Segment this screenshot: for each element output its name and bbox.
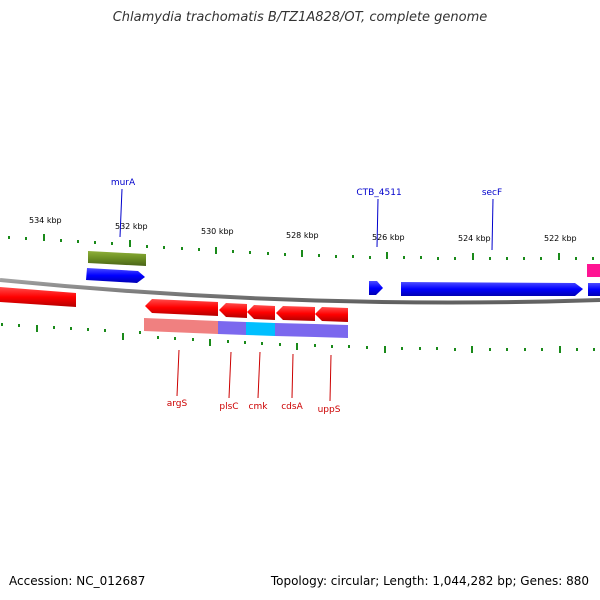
outer-tick-ring [8, 234, 594, 260]
purple-band-uppS[interactable] [315, 324, 348, 338]
label-cdsA[interactable]: cdsA [281, 402, 303, 412]
label-uppS[interactable]: uppS [318, 405, 341, 415]
label-secF[interactable]: secF [482, 188, 502, 198]
blue-feature-right[interactable] [588, 283, 600, 296]
leader-CTB_4511 [376, 198, 379, 248]
scale-label-522: 522 kbp [544, 234, 577, 243]
genome-backbone [0, 278, 600, 305]
magenta-feature[interactable] [587, 264, 600, 277]
gene-cmk-arrow[interactable] [247, 305, 275, 320]
label-cmk[interactable]: cmk [249, 402, 269, 412]
scale-label-526: 526 kbp [372, 233, 405, 242]
leader-cmk [257, 351, 261, 399]
cyan-band-cmk[interactable] [246, 322, 275, 336]
red-feature-left[interactable] [0, 287, 76, 307]
leader-secF [491, 198, 494, 251]
scale-label-534: 534 kbp [29, 216, 62, 225]
leader-plsC [228, 351, 232, 399]
purple-band-cdsA[interactable] [275, 323, 315, 337]
gene-cdsA-arrow[interactable] [276, 306, 315, 321]
leader-uppS [329, 354, 332, 402]
scale-label-524: 524 kbp [458, 234, 491, 243]
genome-title: Chlamydia trachomatis B/TZ1A828/OT, comp… [112, 10, 488, 25]
pink-band[interactable] [144, 318, 218, 334]
scale-label-532: 532 kbp [115, 222, 148, 231]
olive-feature[interactable] [88, 251, 146, 266]
label-murA[interactable]: murA [111, 178, 136, 188]
label-CTB_4511[interactable]: CTB_4511 [356, 188, 401, 198]
inner-tick-ring [1, 323, 595, 353]
genome-summary-text: Topology: circular; Length: 1,044,282 bp… [270, 574, 589, 588]
leader-cdsA [291, 353, 294, 399]
gene-plsC-arrow[interactable] [219, 303, 247, 318]
gene-uppS-arrow[interactable] [315, 307, 348, 322]
scale-label-528: 528 kbp [286, 231, 319, 240]
leader-argS [176, 349, 180, 397]
purple-band-plsC[interactable] [218, 321, 246, 335]
gene-secF-arrow[interactable] [401, 282, 583, 296]
gene-murA-arrow[interactable] [86, 268, 145, 283]
gene-CTB_4511-arrow[interactable] [369, 281, 383, 295]
label-argS[interactable]: argS [167, 399, 188, 409]
gene-argS-arrow[interactable] [145, 299, 218, 316]
leader-murA [119, 188, 123, 238]
accession-text: Accession: NC_012687 [9, 574, 146, 588]
scale-label-530: 530 kbp [201, 227, 234, 236]
label-plsC[interactable]: plsC [219, 402, 238, 412]
